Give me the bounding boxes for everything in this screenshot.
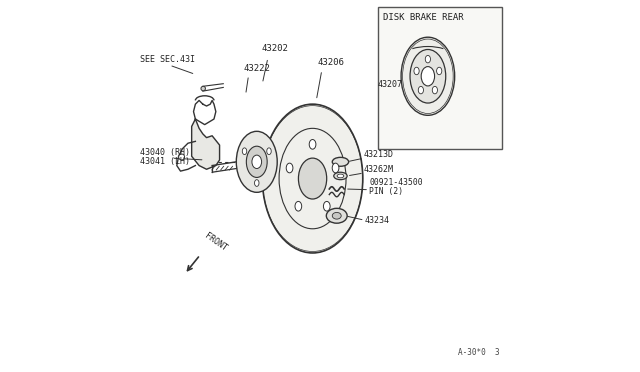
Ellipse shape <box>425 55 431 63</box>
Text: 43213D: 43213D <box>364 150 394 159</box>
Ellipse shape <box>421 67 435 86</box>
Circle shape <box>179 154 184 160</box>
Ellipse shape <box>332 157 349 166</box>
Ellipse shape <box>262 104 363 253</box>
Text: DISK BRAKE REAR: DISK BRAKE REAR <box>383 13 464 22</box>
Ellipse shape <box>410 49 445 103</box>
Text: SEE SEC.43I: SEE SEC.43I <box>140 55 195 64</box>
Circle shape <box>201 86 205 91</box>
Text: 43262M: 43262M <box>364 165 394 174</box>
Ellipse shape <box>267 148 271 155</box>
Text: 43234: 43234 <box>365 216 390 225</box>
Text: 43040 (RH): 43040 (RH) <box>140 148 189 157</box>
Ellipse shape <box>332 163 339 173</box>
Text: 43206: 43206 <box>317 58 344 67</box>
Ellipse shape <box>419 86 424 94</box>
Ellipse shape <box>432 86 438 94</box>
Ellipse shape <box>246 146 267 177</box>
Ellipse shape <box>337 174 344 178</box>
Ellipse shape <box>286 163 293 173</box>
Ellipse shape <box>401 37 454 115</box>
Ellipse shape <box>326 208 347 223</box>
Text: 43222: 43222 <box>244 64 271 73</box>
Ellipse shape <box>255 180 259 186</box>
Text: 00921-43500: 00921-43500 <box>369 178 423 187</box>
Polygon shape <box>191 119 220 169</box>
Text: 43207: 43207 <box>378 80 403 89</box>
Text: 43041 (LH): 43041 (LH) <box>140 157 189 166</box>
Text: FRONT: FRONT <box>203 231 229 253</box>
Ellipse shape <box>323 201 330 211</box>
Text: A-30*0  3: A-30*0 3 <box>458 348 499 357</box>
Ellipse shape <box>243 148 247 155</box>
Text: PIN (2): PIN (2) <box>369 187 403 196</box>
Text: 43202: 43202 <box>261 44 288 53</box>
Bar <box>378 7 502 149</box>
Ellipse shape <box>332 212 341 219</box>
Ellipse shape <box>252 155 262 169</box>
Ellipse shape <box>298 158 326 199</box>
Ellipse shape <box>295 201 301 211</box>
Ellipse shape <box>334 172 347 180</box>
Ellipse shape <box>309 140 316 149</box>
Ellipse shape <box>436 67 442 75</box>
Ellipse shape <box>236 131 277 192</box>
Ellipse shape <box>414 67 419 75</box>
